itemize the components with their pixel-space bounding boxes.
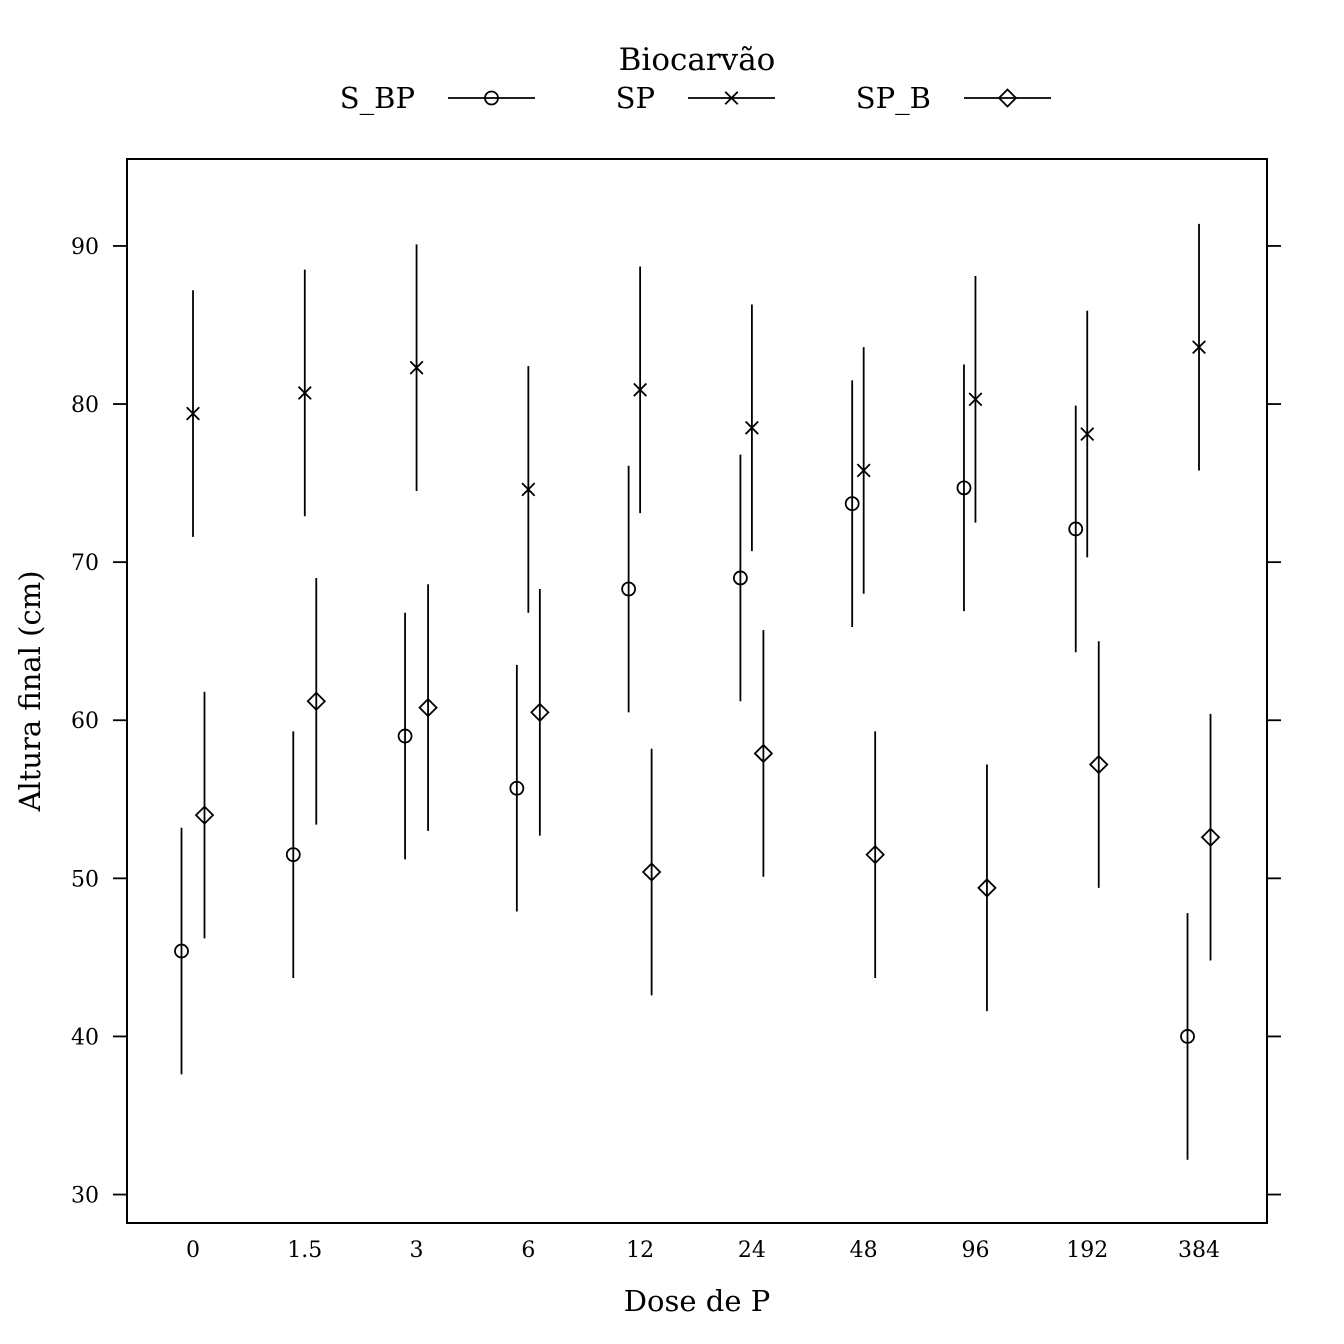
x-tick-label: 3 <box>410 1238 424 1263</box>
data-point <box>509 780 525 796</box>
y-tick-label: 80 <box>71 393 99 418</box>
data-point <box>174 943 189 959</box>
data-point <box>194 805 215 825</box>
data-point <box>530 702 550 723</box>
x-tick-label: 192 <box>1066 1238 1108 1263</box>
legend-label: SP <box>616 81 655 115</box>
legend: Biocarvão S_BP SP SP_B <box>340 42 1051 116</box>
data-point <box>418 697 438 718</box>
y-tick-label: 30 <box>71 1184 99 1209</box>
series-sp <box>186 223 1206 613</box>
data-point <box>633 382 648 397</box>
plot-frame <box>126 158 1268 1224</box>
legend-marker <box>724 91 739 105</box>
y-tick-label: 40 <box>71 1025 99 1050</box>
y-tick-label: 90 <box>71 235 99 260</box>
legend-marker <box>484 90 499 106</box>
x-tick-label: 24 <box>738 1238 766 1263</box>
data-point <box>977 878 997 898</box>
data-point <box>865 844 885 865</box>
x-tick-label: 384 <box>1178 1238 1220 1263</box>
data-marks <box>174 223 1221 1160</box>
y-axis: 30 40 50 60 70 80 90 <box>71 235 1281 1209</box>
data-point <box>968 392 983 407</box>
data-point <box>186 406 200 421</box>
x-axis-label: Dose de P <box>624 1284 770 1318</box>
data-point <box>641 862 662 882</box>
data-point <box>409 360 424 375</box>
legend-item-s-bp: S_BP <box>340 81 535 116</box>
data-point <box>285 847 301 863</box>
y-tick-label: 50 <box>71 867 99 892</box>
data-point <box>306 691 327 712</box>
x-tick-label: 96 <box>961 1238 989 1263</box>
series-sp-b <box>194 577 1221 1012</box>
series-s-bp <box>174 364 1195 1160</box>
data-point <box>1088 754 1109 775</box>
data-point <box>1180 1029 1195 1044</box>
legend-item-sp: SP <box>616 81 775 115</box>
data-point <box>521 482 536 497</box>
y-tick-label: 60 <box>71 709 99 734</box>
data-point <box>956 480 972 496</box>
data-point <box>1080 427 1095 442</box>
x-tick-label: 48 <box>850 1238 878 1263</box>
x-tick-label: 6 <box>521 1238 535 1263</box>
x-tick-label: 1.5 <box>287 1238 322 1263</box>
data-point <box>1192 340 1206 355</box>
data-point <box>753 743 774 764</box>
legend-label: S_BP <box>340 81 415 116</box>
data-point <box>397 728 413 744</box>
data-point <box>856 463 871 478</box>
legend-title: Biocarvão <box>619 42 776 78</box>
legend-label: SP_B <box>856 81 931 116</box>
legend-item-sp-b: SP_B <box>856 81 1051 116</box>
data-point <box>844 496 860 512</box>
data-point <box>733 570 748 586</box>
legend-marker <box>997 88 1018 108</box>
data-point <box>621 581 637 597</box>
y-axis-label: Altura final (cm) <box>13 570 47 812</box>
x-tick-label: 0 <box>186 1238 200 1263</box>
data-point <box>1200 827 1221 848</box>
data-point <box>744 420 759 435</box>
x-tick-label: 12 <box>626 1238 654 1263</box>
data-point <box>1068 521 1084 537</box>
y-tick-label: 70 <box>71 551 99 576</box>
data-point <box>297 386 312 400</box>
x-axis: 0 1.5 3 6 12 24 48 96 192 384 <box>186 1238 1220 1263</box>
